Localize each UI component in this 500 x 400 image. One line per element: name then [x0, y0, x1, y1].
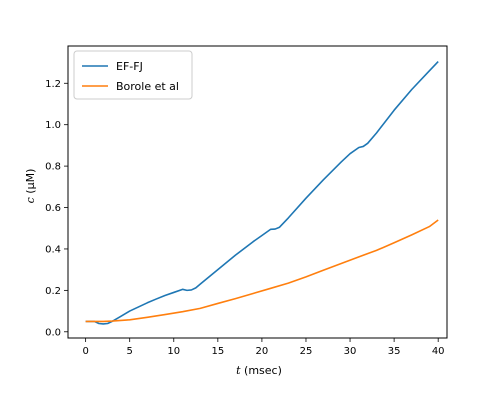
x-tick-label: 15 [211, 346, 224, 357]
y-axis-unit: (μM) [24, 169, 37, 198]
legend-box [73, 50, 193, 100]
legend-label-1: EF-FJ [116, 60, 143, 73]
y-tick-label: 0.6 [45, 203, 61, 214]
x-tick-label: 0 [82, 346, 88, 357]
x-axis-variable: t [236, 364, 241, 377]
x-tick-label: 20 [256, 346, 269, 357]
y-tick-label: 0.0 [45, 327, 61, 338]
series-line-2 [85, 219, 439, 323]
x-axis-unit: (msec) [241, 364, 282, 377]
y-tick-label: 1.2 [45, 79, 61, 90]
x-tick-label: 5 [127, 346, 133, 357]
y-tick-label: 0.2 [45, 286, 61, 297]
y-axis-label: c (μM) [24, 169, 37, 204]
y-axis-ticks: 0.0 0.2 0.4 0.6 0.8 1.0 1.2 [45, 79, 68, 338]
x-axis-label: t (msec) [236, 364, 282, 377]
y-tick-label: 1.0 [45, 120, 61, 131]
legend: EF-FJ Borole et al [73, 50, 193, 100]
x-tick-label: 35 [388, 346, 401, 357]
legend-label-2: Borole et al [116, 80, 179, 93]
x-tick-label: 30 [344, 346, 357, 357]
x-tick-label: 25 [300, 346, 313, 357]
y-tick-label: 0.8 [45, 162, 61, 173]
y-axis-variable: c [24, 197, 37, 203]
x-tick-label: 40 [432, 346, 445, 357]
y-tick-label: 0.4 [45, 244, 61, 255]
x-tick-label: 10 [167, 346, 180, 357]
series-line-1 [85, 60, 439, 325]
axes-frame [67, 45, 448, 339]
series-layer [85, 60, 439, 325]
x-axis-ticks: 0 5 10 15 20 25 30 35 40 [82, 338, 445, 357]
